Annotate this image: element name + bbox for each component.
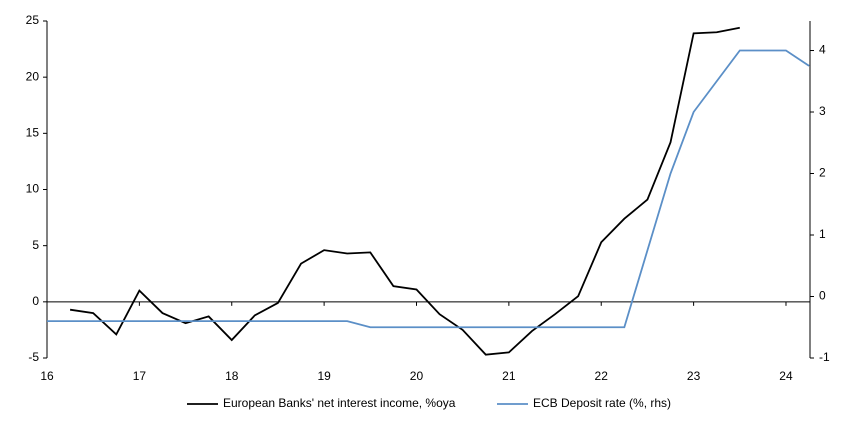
y-tick-label: 0 [32, 294, 39, 308]
x-tick-label: 24 [779, 369, 793, 383]
series-line [69, 26, 740, 356]
y2-tick-label: -1 [819, 350, 830, 364]
y-tick-label: 25 [26, 13, 40, 27]
legend-label: ECB Deposit rate (%, rhs) [533, 396, 671, 410]
x-tick-label: 17 [133, 369, 147, 383]
x-tick-label: 16 [40, 369, 54, 383]
x-tick-label: 19 [317, 369, 331, 383]
y-tick-label: -5 [28, 350, 39, 364]
y-tick-label: 15 [26, 126, 40, 140]
x-tick-label: 23 [687, 369, 701, 383]
y-tick-label: 10 [26, 182, 40, 196]
y2-tick-label: 4 [819, 43, 826, 57]
y-tick-label: 5 [32, 238, 39, 252]
legend-label: European Banks' net interest income, %oy… [223, 396, 456, 410]
x-tick-label: 20 [410, 369, 424, 383]
y2-tick-label: 2 [819, 166, 826, 180]
y2-tick-label: 1 [819, 227, 826, 241]
series-line [47, 49, 810, 329]
x-tick-label: 22 [595, 369, 609, 383]
y2-tick-label: 0 [819, 289, 826, 303]
x-tick-label: 18 [225, 369, 239, 383]
y-tick-label: 20 [26, 69, 40, 83]
x-tick-label: 21 [502, 369, 516, 383]
y2-tick-label: 3 [819, 104, 826, 118]
